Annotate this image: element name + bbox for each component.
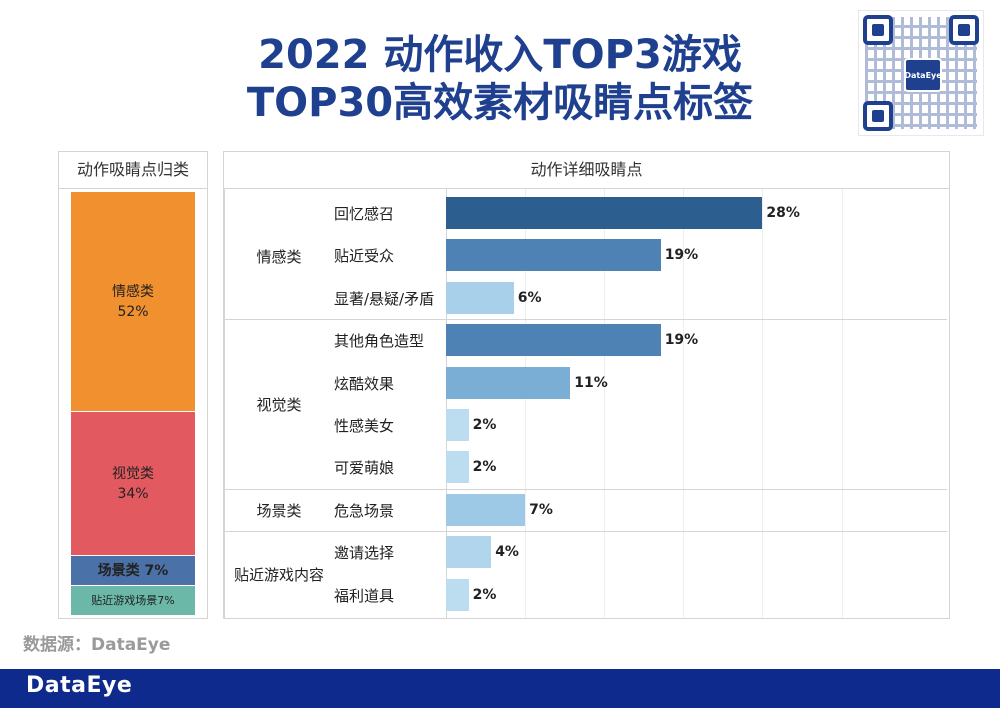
- group-divider: [224, 531, 947, 533]
- data-label: 4%: [495, 544, 519, 561]
- category-tick-label: 炫酷效果: [334, 374, 395, 393]
- category-tick-label: 邀请选择: [334, 544, 395, 563]
- footer-brand-logo: DataEye: [26, 673, 133, 698]
- data-label: 7%: [529, 501, 553, 518]
- qr-finder-bottom-left: [863, 101, 893, 131]
- stack-segment-1: 情感类 52%: [71, 192, 195, 411]
- group-divider: [224, 488, 947, 490]
- qr-code: DataEye: [858, 10, 984, 136]
- category-summary-panel: 动作吸睛点归类 情感类 52% 视觉类 34% 场景类 7% 贴近游戏场景7%: [58, 151, 208, 619]
- stack-segment-name: 视觉类: [112, 465, 154, 482]
- category-tick-label: 回忆感召: [334, 205, 395, 223]
- stack-segment-2: 视觉类 34%: [71, 412, 195, 555]
- gridline: [604, 189, 606, 618]
- category-tick-label: 其他角色造型: [334, 332, 425, 351]
- data-label: 2%: [472, 417, 497, 433]
- stack-segment-label: 场景类 7%: [97, 562, 169, 579]
- category-tick-label: 可爱萌娘: [334, 459, 395, 478]
- gridline: [762, 189, 764, 618]
- bar-其他角色造型: [446, 324, 661, 357]
- group-label: 情感类: [256, 247, 302, 266]
- data-source: 数据源：DataEye: [23, 635, 171, 655]
- stack-segment-label: 贴近游戏场景7%: [91, 593, 175, 607]
- gridline: [525, 189, 527, 618]
- bar-性感美女: [446, 409, 469, 441]
- gridline: [683, 189, 685, 618]
- group-divider: [224, 319, 947, 321]
- stack-segment-name: 情感类: [112, 283, 154, 300]
- chart-title-line-2: TOP30高效素材吸睛点标签: [246, 80, 754, 126]
- detail-title: 动作详细吸睛点: [224, 152, 949, 189]
- footer-bar: DataEye: [0, 669, 1000, 708]
- chart-title-line-1: 2022 动作收入TOP3游戏: [258, 32, 742, 78]
- category-summary-title: 动作吸睛点归类: [59, 152, 207, 189]
- qr-finder-top-left: [863, 15, 893, 45]
- category-tick-label: 福利道具: [334, 586, 395, 605]
- group-label: 贴近游戏内容: [233, 565, 324, 584]
- category-tick-label: 贴近受众: [334, 247, 395, 266]
- data-label: 19%: [664, 332, 699, 349]
- bar-显著/悬疑/矛盾: [446, 281, 514, 314]
- group-label: 视觉类: [256, 396, 302, 414]
- bar-可爱萌娘: [446, 451, 469, 484]
- category-tick-label: 危急场景: [334, 501, 395, 520]
- stack-segment-3: 场景类 7%: [71, 556, 195, 585]
- stack-segment-value: 34%: [117, 485, 149, 502]
- bar-炫酷效果: [446, 366, 571, 399]
- detail-panel: 动作详细吸睛点 回忆感召 28% 贴近受众 19% 显著/悬疑/矛盾 6% 情感类其他角色造…: [223, 151, 950, 619]
- data-label: 11%: [574, 374, 608, 391]
- gridline: [841, 189, 843, 618]
- data-label: 28%: [766, 205, 800, 221]
- bar-危急场景: [446, 493, 526, 526]
- bar-邀请选择: [446, 536, 492, 569]
- bar-回忆感召: [446, 197, 763, 229]
- qr-logo: DataEye: [904, 58, 942, 92]
- data-label: 2%: [472, 586, 497, 603]
- stack-segment-value: 52%: [117, 303, 149, 320]
- category-tick-label: 性感美女: [334, 417, 395, 435]
- bar-福利道具: [446, 578, 469, 611]
- data-label: 6%: [517, 289, 542, 306]
- category-tick-label: 显著/悬疑/矛盾: [334, 289, 435, 308]
- group-label: 场景类: [256, 502, 302, 520]
- data-label: 2%: [472, 459, 497, 476]
- data-label: 19%: [664, 247, 699, 264]
- axis-line: [446, 189, 447, 618]
- bar-贴近受众: [446, 239, 661, 272]
- group-column-divider: [224, 189, 225, 618]
- qr-finder-top-right: [949, 15, 979, 45]
- stack-segment-4: 贴近游戏场景7%: [71, 586, 195, 615]
